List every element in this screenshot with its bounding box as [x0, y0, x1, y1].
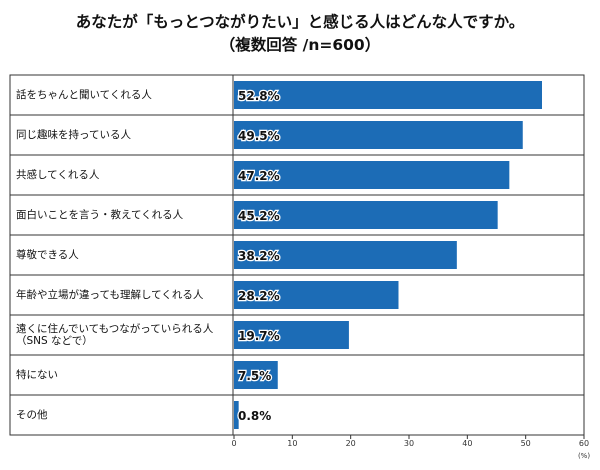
value-label: 38.2% — [238, 249, 280, 263]
bar — [234, 201, 498, 229]
value-label: 0.8% — [238, 409, 271, 423]
x-tick-label: 60 — [579, 439, 589, 448]
bar — [234, 81, 542, 109]
category-label: 同じ趣味を持っている人 — [16, 129, 131, 141]
bar — [234, 401, 239, 429]
category-label: 話をちゃんと聞いてくれる人 — [16, 89, 152, 101]
chart-title: あなたが「もっとつながりたい」と感じる人はどんな人ですか。 — [75, 13, 525, 31]
category-label: 尊敬できる人 — [16, 249, 79, 261]
x-tick-label: 20 — [346, 439, 356, 448]
bar — [234, 241, 457, 269]
x-tick-label: 40 — [462, 439, 472, 448]
table-frame — [9, 74, 585, 436]
value-label: 7.5% — [238, 369, 271, 383]
value-label: 47.2% — [238, 169, 280, 183]
category-label: 遠くに住んでいてもつながっていられる人（SNS などで） — [16, 323, 214, 347]
category-label: 面白いことを言う・教えてくれる人 — [16, 209, 184, 221]
chart-subtitle: （複数回答 /n=600） — [219, 36, 381, 54]
category-label: その他 — [16, 409, 48, 421]
x-tick-label: 10 — [287, 439, 297, 448]
bar — [234, 361, 278, 389]
value-label: 28.2% — [238, 289, 280, 303]
x-tick-label: 50 — [521, 439, 531, 448]
x-axis-label: (%) — [578, 452, 590, 460]
value-label: 19.7% — [238, 329, 280, 343]
x-tick-label: 0 — [231, 439, 236, 448]
bar — [234, 121, 523, 149]
category-label: 特にない — [16, 369, 58, 381]
value-label: 49.5% — [238, 129, 280, 143]
bar — [234, 161, 510, 189]
category-label: 共感してくれる人 — [16, 169, 100, 181]
bar — [234, 321, 349, 349]
category-label: 年齢や立場が違っても理解してくれる人 — [16, 289, 204, 301]
value-label: 52.8% — [238, 89, 280, 103]
bar — [234, 281, 399, 309]
value-label: 45.2% — [238, 209, 280, 223]
x-tick-label: 30 — [404, 439, 414, 448]
